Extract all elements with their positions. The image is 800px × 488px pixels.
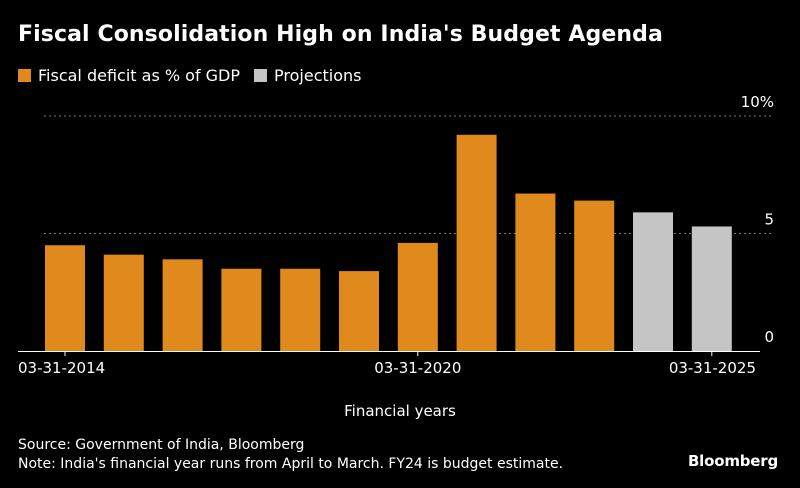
bloomberg-logo: Bloomberg [687,452,778,470]
bar-actual-4 [280,268,321,351]
x-tick-label-11: 03-31-2025 [669,359,756,377]
bar-actual-8 [515,193,556,351]
y-tick-label-5: 5 [764,211,774,229]
x-tick-label-0: 03-31-2014 [18,359,105,377]
bar-actual-7 [456,134,497,351]
legend-swatch-projections [254,69,268,82]
legend-label-projections: Projections [274,66,362,85]
bar-actual-1 [103,254,144,351]
legend-label-fiscal-deficit: Fiscal deficit as % of GDP [38,66,241,85]
bar-projection-10 [633,212,673,351]
legend: Fiscal deficit as % of GDP Projections [18,66,375,85]
footnotes: Source: Government of India, Bloomberg N… [18,436,563,474]
chart-title: Fiscal Consolidation High on India's Bud… [18,22,663,47]
y-tick-label-0: 0 [764,328,774,346]
legend-swatch-fiscal-deficit [18,69,31,82]
bar-projection-11 [691,226,732,351]
x-tick-label-6: 03-31-2020 [374,359,461,377]
bar-actual-2 [162,259,203,351]
y-tick-label-10: 10% [741,93,774,111]
source-text: Source: Government of India, Bloomberg [18,437,305,453]
bar-actual-9 [574,200,615,351]
legend-item-fiscal-deficit: Fiscal deficit as % of GDP [18,66,240,85]
x-axis-title: Financial years [344,402,456,420]
note-text: Note: India's financial year runs from A… [18,456,564,472]
bar-actual-0 [45,245,85,351]
bar-chart: 10% 5 0 03-31-2014 03-31-2020 03-31-2025 Finan… [18,93,774,420]
bar-actual-5 [339,271,379,351]
legend-item-projections: Projections [254,66,361,85]
bar-actual-6 [397,242,438,351]
bar-actual-3 [221,268,262,351]
